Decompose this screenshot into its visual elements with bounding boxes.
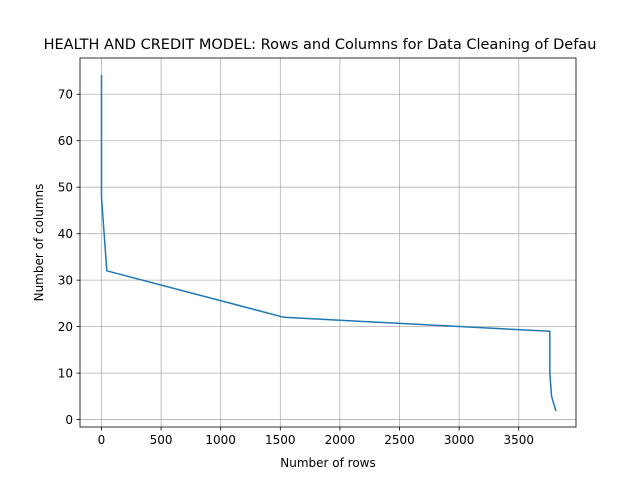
series-group xyxy=(100,74,557,412)
x-tick-label: 2500 xyxy=(384,433,415,447)
x-axis-label: Number of rows xyxy=(280,456,375,470)
x-tick-label: 3500 xyxy=(503,433,534,447)
y-tick-label: 30 xyxy=(58,274,73,288)
plot-area-frame xyxy=(79,57,577,428)
y-tick-label: 60 xyxy=(58,134,73,148)
x-tick-label: 1000 xyxy=(205,433,236,447)
y-tick-label: 10 xyxy=(58,367,73,381)
y-tick-label: 70 xyxy=(58,88,73,102)
y-tick-label: 20 xyxy=(58,320,73,334)
series-line xyxy=(100,74,557,412)
axis-ticks: 0 500 1000 1500 2000 2500 3000 3500 0 10 20 30 40 50 6… xyxy=(58,88,534,447)
y-tick-label: 50 xyxy=(58,181,73,195)
y-axis-label: Number of columns xyxy=(32,184,46,302)
grid-lines xyxy=(80,58,576,427)
x-tick-label: 1500 xyxy=(265,433,296,447)
x-tick-label: 3000 xyxy=(444,433,475,447)
x-tick-label: 500 xyxy=(150,433,173,447)
y-tick-label: 0 xyxy=(65,413,73,427)
x-tick-label: 0 xyxy=(98,433,106,447)
chart-title: HEALTH AND CREDIT MODEL: Rows and Column… xyxy=(44,37,597,53)
y-tick-label: 40 xyxy=(58,227,73,241)
x-tick-label: 2000 xyxy=(325,433,356,447)
